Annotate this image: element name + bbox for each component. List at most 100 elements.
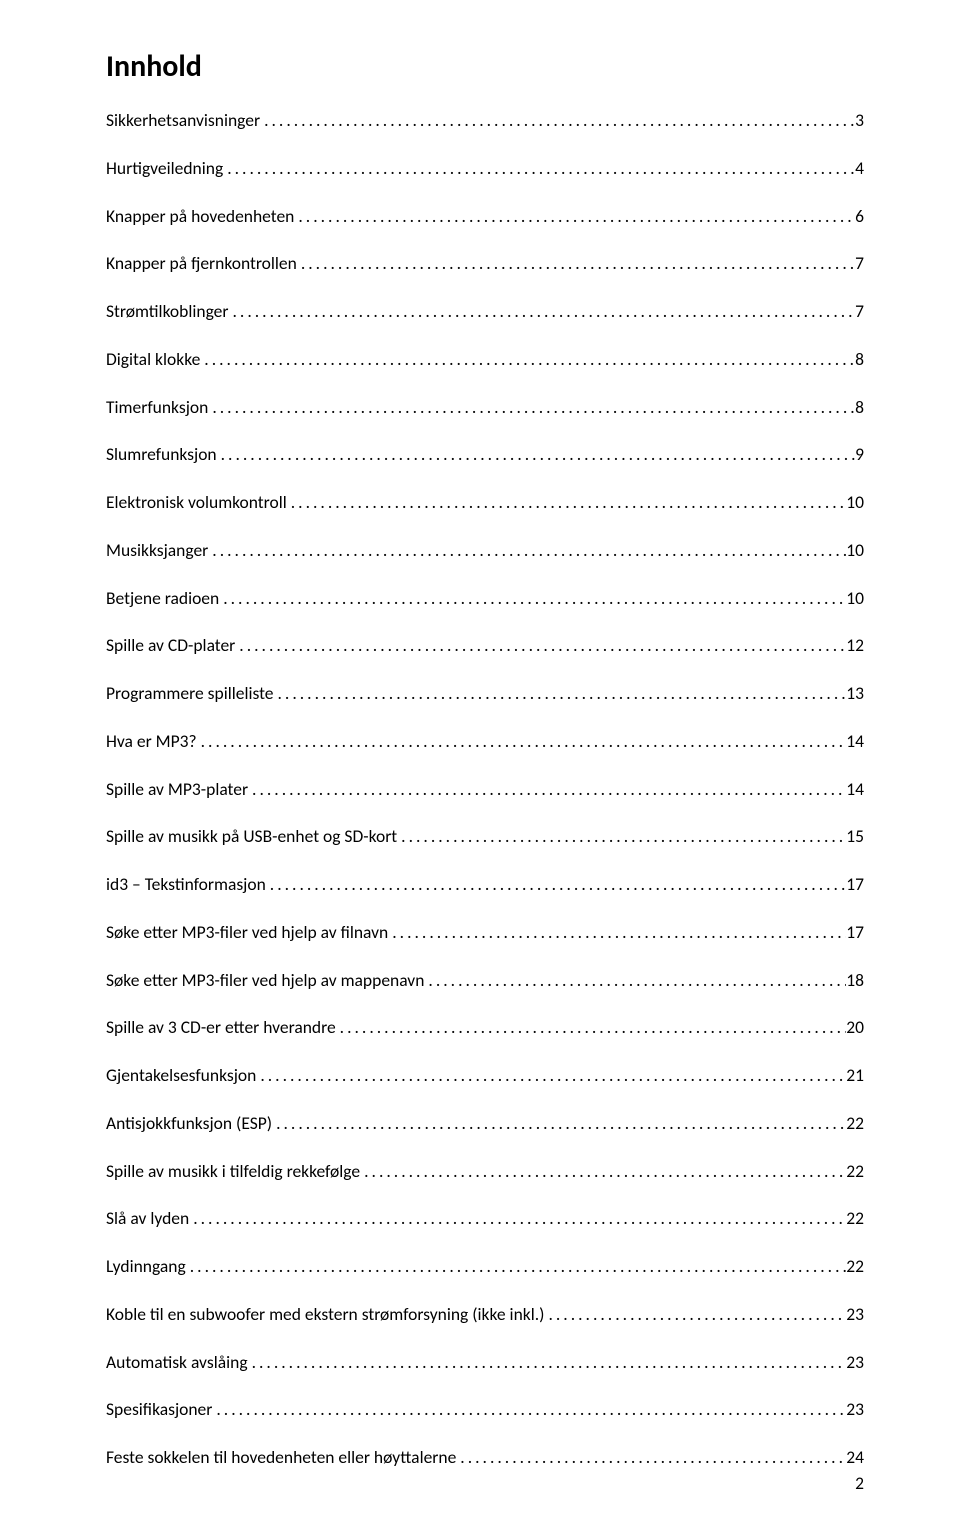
toc-entry-page: 23 bbox=[846, 1303, 864, 1326]
toc-entry-label: Spille av 3 CD-er etter hverandre bbox=[106, 1016, 336, 1039]
toc-entry-page: 22 bbox=[846, 1160, 864, 1183]
toc-entry: Spesifikasjoner.........................… bbox=[106, 1398, 864, 1421]
toc-entry: Digital klokke..........................… bbox=[106, 348, 864, 371]
toc-dot-leader: ........................................… bbox=[360, 1160, 846, 1183]
toc-entry-label: Musikksjanger bbox=[106, 539, 208, 562]
toc-entry-page: 10 bbox=[846, 587, 864, 610]
toc-dot-leader: ........................................… bbox=[200, 348, 855, 371]
toc-dot-leader: ........................................… bbox=[248, 1351, 847, 1374]
toc-entry-label: Spille av musikk på USB-enhet og SD-kort bbox=[106, 825, 397, 848]
toc-entry-label: Feste sokkelen til hovedenheten eller hø… bbox=[106, 1446, 456, 1469]
toc-entry: Knapper på hovedenheten.................… bbox=[106, 205, 864, 228]
toc-entry-page: 22 bbox=[846, 1207, 864, 1230]
toc-dot-leader: ........................................… bbox=[297, 252, 855, 275]
toc-entry-label: Hva er MP3? bbox=[106, 730, 197, 753]
toc-entry: Spille av musikk i tilfeldig rekkefølge.… bbox=[106, 1160, 864, 1183]
toc-dot-leader: ........................................… bbox=[266, 873, 846, 896]
toc-dot-leader: ........................................… bbox=[397, 825, 846, 848]
toc-dot-leader: ........................................… bbox=[197, 730, 847, 753]
toc-dot-leader: ........................................… bbox=[294, 205, 855, 228]
toc-entry-page: 6 bbox=[855, 205, 864, 228]
toc-dot-leader: ........................................… bbox=[260, 109, 855, 132]
toc-entry-label: Gjentakelsesfunksjon bbox=[106, 1064, 256, 1087]
toc-entry: Spille av musikk på USB-enhet og SD-kort… bbox=[106, 825, 864, 848]
toc-entry: Hva er MP3?.............................… bbox=[106, 730, 864, 753]
toc-entry-label: Digital klokke bbox=[106, 348, 200, 371]
toc-entry: Spille av 3 CD-er etter hverandre.......… bbox=[106, 1016, 864, 1039]
toc-entry: Søke etter MP3-filer ved hjelp av filnav… bbox=[106, 921, 864, 944]
toc-entry-label: Timerfunksjon bbox=[106, 396, 208, 419]
toc-entry-page: 23 bbox=[846, 1398, 864, 1421]
toc-entry-page: 3 bbox=[855, 109, 864, 132]
toc-list: Sikkerhetsanvisninger...................… bbox=[106, 109, 864, 1469]
toc-dot-leader: ........................................… bbox=[189, 1207, 846, 1230]
toc-entry-page: 17 bbox=[846, 873, 864, 896]
toc-entry-page: 10 bbox=[846, 491, 864, 514]
toc-entry-page: 22 bbox=[846, 1112, 864, 1135]
toc-entry-label: Hurtigveiledning bbox=[106, 157, 223, 180]
toc-entry: Timerfunksjon...........................… bbox=[106, 396, 864, 419]
toc-entry: Musikksjanger...........................… bbox=[106, 539, 864, 562]
toc-entry: Lydinngang..............................… bbox=[106, 1255, 864, 1278]
toc-entry: Elektronisk volumkontroll...............… bbox=[106, 491, 864, 514]
toc-entry: Betjene radioen.........................… bbox=[106, 587, 864, 610]
toc-dot-leader: ........................................… bbox=[544, 1303, 846, 1326]
toc-entry-label: Automatisk avslåing bbox=[106, 1351, 248, 1374]
toc-entry-page: 21 bbox=[846, 1064, 864, 1087]
toc-entry: Søke etter MP3-filer ved hjelp av mappen… bbox=[106, 969, 864, 992]
toc-entry-page: 7 bbox=[855, 252, 864, 275]
toc-entry: Gjentakelsesfunksjon....................… bbox=[106, 1064, 864, 1087]
toc-entry: Slå av lyden............................… bbox=[106, 1207, 864, 1230]
toc-entry-label: Antisjokkfunksjon (ESP) bbox=[106, 1112, 272, 1135]
toc-entry-page: 20 bbox=[846, 1016, 864, 1039]
toc-dot-leader: ........................................… bbox=[235, 634, 846, 657]
toc-entry-label: Programmere spilleliste bbox=[106, 682, 274, 705]
page-number: 2 bbox=[855, 1472, 864, 1494]
toc-dot-leader: ........................................… bbox=[223, 157, 855, 180]
toc-dot-leader: ........................................… bbox=[274, 682, 847, 705]
toc-entry-label: Knapper på hovedenheten bbox=[106, 205, 294, 228]
toc-dot-leader: ........................................… bbox=[228, 300, 855, 323]
toc-entry-page: 8 bbox=[855, 348, 864, 371]
toc-entry-page: 22 bbox=[846, 1255, 864, 1278]
toc-entry-label: Strømtilkoblinger bbox=[106, 300, 228, 323]
toc-entry-label: Søke etter MP3-filer ved hjelp av mappen… bbox=[106, 969, 424, 992]
toc-entry-label: Elektronisk volumkontroll bbox=[106, 491, 287, 514]
toc-entry: Sikkerhetsanvisninger...................… bbox=[106, 109, 864, 132]
toc-entry-label: Slå av lyden bbox=[106, 1207, 189, 1230]
toc-dot-leader: ........................................… bbox=[287, 491, 847, 514]
toc-entry-page: 9 bbox=[855, 443, 864, 466]
toc-dot-leader: ........................................… bbox=[248, 778, 846, 801]
page-title: Innhold bbox=[106, 48, 864, 85]
toc-entry-page: 14 bbox=[846, 778, 864, 801]
toc-entry: Automatisk avslåing.....................… bbox=[106, 1351, 864, 1374]
toc-entry-label: Betjene radioen bbox=[106, 587, 219, 610]
toc-dot-leader: ........................................… bbox=[388, 921, 846, 944]
toc-dot-leader: ........................................… bbox=[219, 587, 846, 610]
toc-dot-leader: ........................................… bbox=[208, 396, 855, 419]
toc-dot-leader: ........................................… bbox=[424, 969, 846, 992]
toc-entry-label: Lydinngang bbox=[106, 1255, 186, 1278]
toc-dot-leader: ........................................… bbox=[186, 1255, 847, 1278]
toc-dot-leader: ........................................… bbox=[336, 1016, 847, 1039]
toc-entry-label: Koble til en subwoofer med ekstern strøm… bbox=[106, 1303, 544, 1326]
toc-entry: Spille av MP3-plater....................… bbox=[106, 778, 864, 801]
toc-entry-page: 17 bbox=[846, 921, 864, 944]
toc-entry-page: 14 bbox=[846, 730, 864, 753]
toc-entry-page: 12 bbox=[846, 634, 864, 657]
toc-entry-page: 10 bbox=[846, 539, 864, 562]
toc-entry-label: id3 – Tekstinformasjon bbox=[106, 873, 266, 896]
toc-dot-leader: ........................................… bbox=[456, 1446, 846, 1469]
toc-entry: id3 – Tekstinformasjon..................… bbox=[106, 873, 864, 896]
toc-dot-leader: ........................................… bbox=[272, 1112, 846, 1135]
toc-entry-label: Spille av CD-plater bbox=[106, 634, 235, 657]
toc-entry: Koble til en subwoofer med ekstern strøm… bbox=[106, 1303, 864, 1326]
toc-entry: Strømtilkoblinger.......................… bbox=[106, 300, 864, 323]
toc-entry: Programmere spilleliste.................… bbox=[106, 682, 864, 705]
toc-dot-leader: ........................................… bbox=[212, 1398, 846, 1421]
toc-dot-leader: ........................................… bbox=[217, 443, 855, 466]
toc-entry: Spille av CD-plater.....................… bbox=[106, 634, 864, 657]
toc-entry: Feste sokkelen til hovedenheten eller hø… bbox=[106, 1446, 864, 1469]
page-container: Innhold Sikkerhetsanvisninger...........… bbox=[0, 0, 960, 1538]
toc-entry-label: Knapper på fjernkontrollen bbox=[106, 252, 297, 275]
